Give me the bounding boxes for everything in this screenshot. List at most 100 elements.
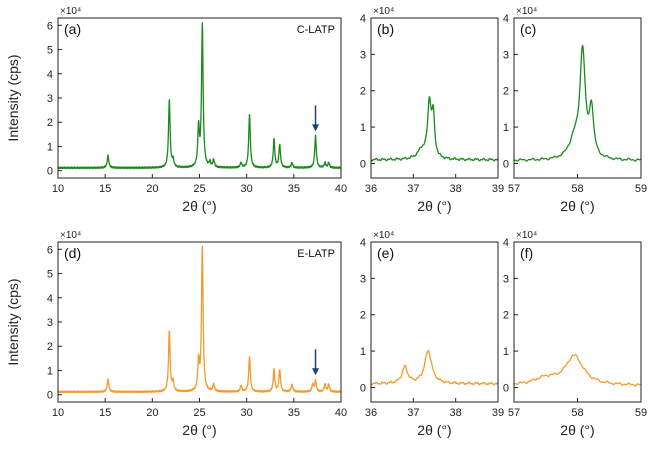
x-tick-label: 30 [241, 407, 253, 419]
x-tick-label: 37 [407, 183, 419, 195]
x-tick-label: 20 [146, 407, 158, 419]
plot-frame-e [370, 241, 499, 403]
y-tick-label: 3 [47, 93, 53, 105]
y-tick-label: 0 [47, 166, 53, 178]
y-tick-label: 5 [47, 45, 53, 57]
panel-label: (d) [64, 245, 81, 261]
y-multiplier-label: ×10⁴ [60, 6, 81, 17]
x-tick-label: 20 [146, 183, 158, 195]
y-tick-label: 4 [360, 237, 366, 249]
plot-frame-d [57, 241, 342, 403]
y-tick-label: 4 [47, 293, 53, 305]
x-tick-label: 39 [492, 407, 504, 419]
x-tick-label: 59 [635, 183, 647, 195]
y-tick-label: 1 [360, 122, 366, 134]
y-multiplier-label: ×10⁴ [516, 230, 537, 241]
x-axis-label: 2θ (°) [560, 198, 594, 214]
panel-b: 36 37 38 39 0 1 2 3 4 ×10⁴ (b) 2θ (°) [360, 6, 504, 214]
panel-label: (e) [377, 245, 394, 261]
y-tick-label: 2 [47, 341, 53, 353]
y-tick-label: 2 [503, 86, 509, 98]
y-tick-label: 0 [503, 158, 509, 170]
x-tick-label: 10 [52, 407, 64, 419]
panel-e: 36 37 38 39 0 1 2 3 4 ×10⁴ (e) 2θ (°) [360, 230, 504, 438]
panel-label: (c) [520, 21, 536, 37]
x-axis-label: 2θ (°) [560, 422, 594, 438]
x-axis-label: 2θ (°) [182, 422, 216, 438]
y-tick-label: 5 [47, 269, 53, 281]
x-tick-label: 35 [288, 183, 300, 195]
x-tick-label: 38 [450, 183, 462, 195]
y-tick-label: 3 [503, 273, 509, 285]
y-tick-label: 6 [47, 244, 53, 256]
arrow-head [312, 368, 320, 376]
series-line-c [513, 44, 642, 162]
y-tick-label: 3 [360, 49, 366, 61]
y-tick-label: 0 [503, 382, 509, 394]
x-tick-label: 58 [571, 407, 583, 419]
y-multiplier-label: ×10⁴ [373, 230, 394, 241]
y-axis-label: Intensity (cps) [5, 54, 21, 141]
x-tick-label: 10 [52, 183, 64, 195]
panel-d: 10 15 20 25 30 35 40 0 1 2 3 4 5 6 ×10⁴ (d) E-LATP 2θ (°)… [5, 230, 347, 438]
sample-annotation: E-LATP [297, 248, 335, 260]
plot-frame-f [513, 241, 642, 403]
plot-frame-b [370, 17, 499, 179]
x-axis-label: 2θ (°) [417, 198, 451, 214]
panel-label: (f) [520, 245, 533, 261]
x-tick-label: 36 [365, 407, 377, 419]
y-tick-label: 0 [47, 390, 53, 402]
y-tick-label: 1 [360, 346, 366, 358]
x-tick-label: 15 [99, 407, 111, 419]
x-tick-label: 58 [571, 183, 583, 195]
panel-c: 57 58 59 0 1 2 3 4 ×10⁴ (c) 2θ (°) [503, 6, 647, 214]
y-tick-label: 1 [47, 365, 53, 377]
peak-arrow-d-0 [312, 349, 320, 376]
x-tick-label: 57 [508, 183, 520, 195]
x-tick-label: 25 [193, 183, 205, 195]
y-tick-label: 2 [360, 310, 366, 322]
x-tick-label: 38 [450, 407, 462, 419]
y-tick-label: 3 [47, 317, 53, 329]
x-tick-label: 15 [99, 183, 111, 195]
y-tick-label: 1 [503, 346, 509, 358]
plot-frame-c [513, 17, 642, 179]
x-tick-label: 57 [508, 407, 520, 419]
y-tick-label: 2 [503, 310, 509, 322]
x-tick-label: 59 [635, 407, 647, 419]
y-tick-label: 4 [503, 13, 509, 25]
x-tick-label: 39 [492, 183, 504, 195]
panel-label: (b) [377, 21, 394, 37]
series-line-d [57, 245, 342, 394]
x-tick-label: 25 [193, 407, 205, 419]
series-line-e [370, 349, 499, 386]
y-tick-label: 4 [360, 13, 366, 25]
y-tick-label: 3 [503, 49, 509, 61]
x-axis-label: 2θ (°) [417, 422, 451, 438]
x-tick-label: 30 [241, 183, 253, 195]
y-multiplier-label: ×10⁴ [516, 6, 537, 17]
x-tick-label: 40 [335, 407, 347, 419]
y-tick-label: 0 [360, 382, 366, 394]
arrow-head [312, 124, 320, 132]
y-tick-label: 4 [503, 237, 509, 249]
y-tick-label: 1 [47, 141, 53, 153]
x-tick-label: 36 [365, 183, 377, 195]
plot-frame-a [57, 17, 342, 179]
y-axis-label: Intensity (cps) [5, 278, 21, 365]
series-line-f [513, 354, 642, 387]
y-tick-label: 0 [360, 158, 366, 170]
y-tick-label: 4 [47, 69, 53, 81]
series-line-a [57, 22, 342, 170]
y-tick-label: 3 [360, 273, 366, 285]
panel-f: 57 58 59 0 1 2 3 4 ×10⁴ (f) 2θ (°) [503, 230, 647, 438]
y-tick-label: 6 [47, 20, 53, 32]
y-tick-label: 1 [503, 122, 509, 134]
panel-a: 10 15 20 25 30 35 40 0 1 2 3 4 5 6 ×10⁴ (a) C-LATP 2θ (°)… [5, 6, 347, 214]
sample-annotation: C-LATP [297, 24, 335, 36]
x-tick-label: 37 [407, 407, 419, 419]
series-line-b [370, 96, 499, 162]
y-tick-label: 2 [360, 86, 366, 98]
y-multiplier-label: ×10⁴ [373, 6, 394, 17]
